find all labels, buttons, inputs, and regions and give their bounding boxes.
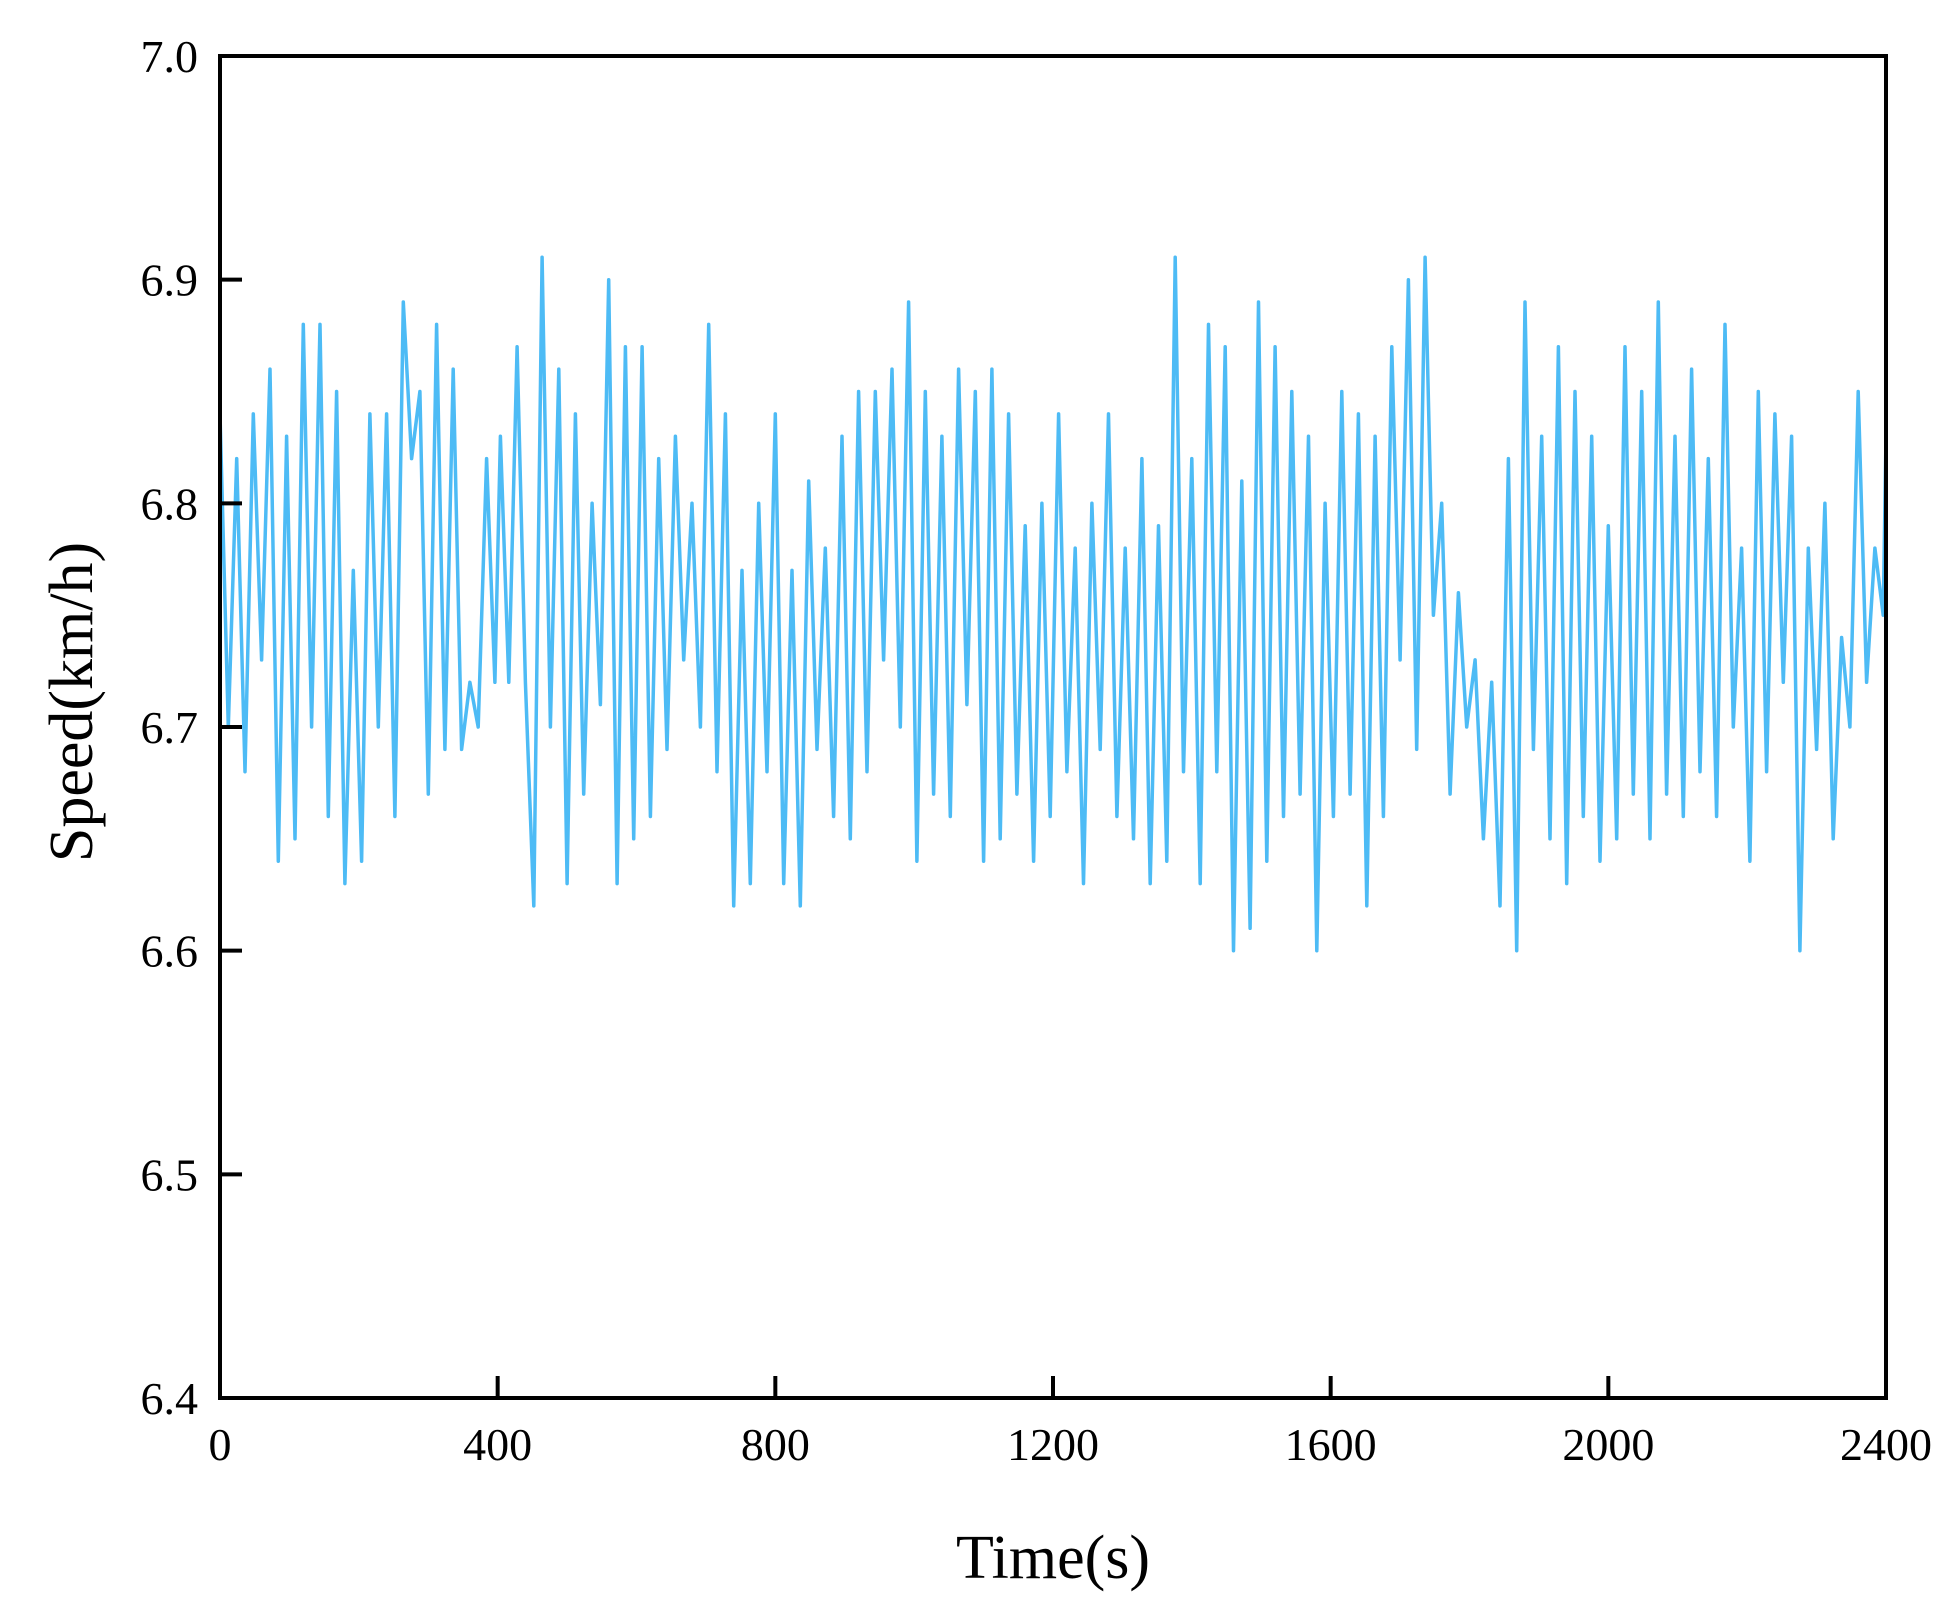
x-axis-title: Time(s) — [956, 1524, 1150, 1592]
y-axis-tick-labels: 6.4 6.5 6.6 6.7 6.8 6.9 7.0 — [141, 31, 199, 1424]
x-axis-tick-labels: 0 400 800 1200 1600 2000 2400 — [209, 1419, 1933, 1470]
y-tick-label: 6.9 — [141, 255, 199, 306]
x-tick-label: 1600 — [1285, 1419, 1377, 1470]
y-axis-title: Speed(km/h) — [38, 542, 106, 862]
series-layer — [218, 255, 1888, 953]
x-tick-label: 2400 — [1840, 1419, 1932, 1470]
series-line-0 — [218, 255, 1888, 953]
y-tick-label: 6.5 — [141, 1149, 199, 1200]
y-tick-label: 7.0 — [141, 31, 199, 82]
y-tick-label: 6.4 — [141, 1373, 199, 1424]
y-tick-label: 6.7 — [141, 702, 199, 753]
x-tick-label: 800 — [741, 1419, 810, 1470]
x-tick-label: 400 — [463, 1419, 532, 1470]
x-tick-label: 1200 — [1007, 1419, 1099, 1470]
x-tick-label: 0 — [209, 1419, 232, 1470]
y-tick-label: 6.8 — [141, 478, 199, 529]
x-tick-label: 2000 — [1562, 1419, 1654, 1470]
y-tick-label: 6.6 — [141, 926, 199, 977]
plot-frame — [218, 54, 1888, 1400]
